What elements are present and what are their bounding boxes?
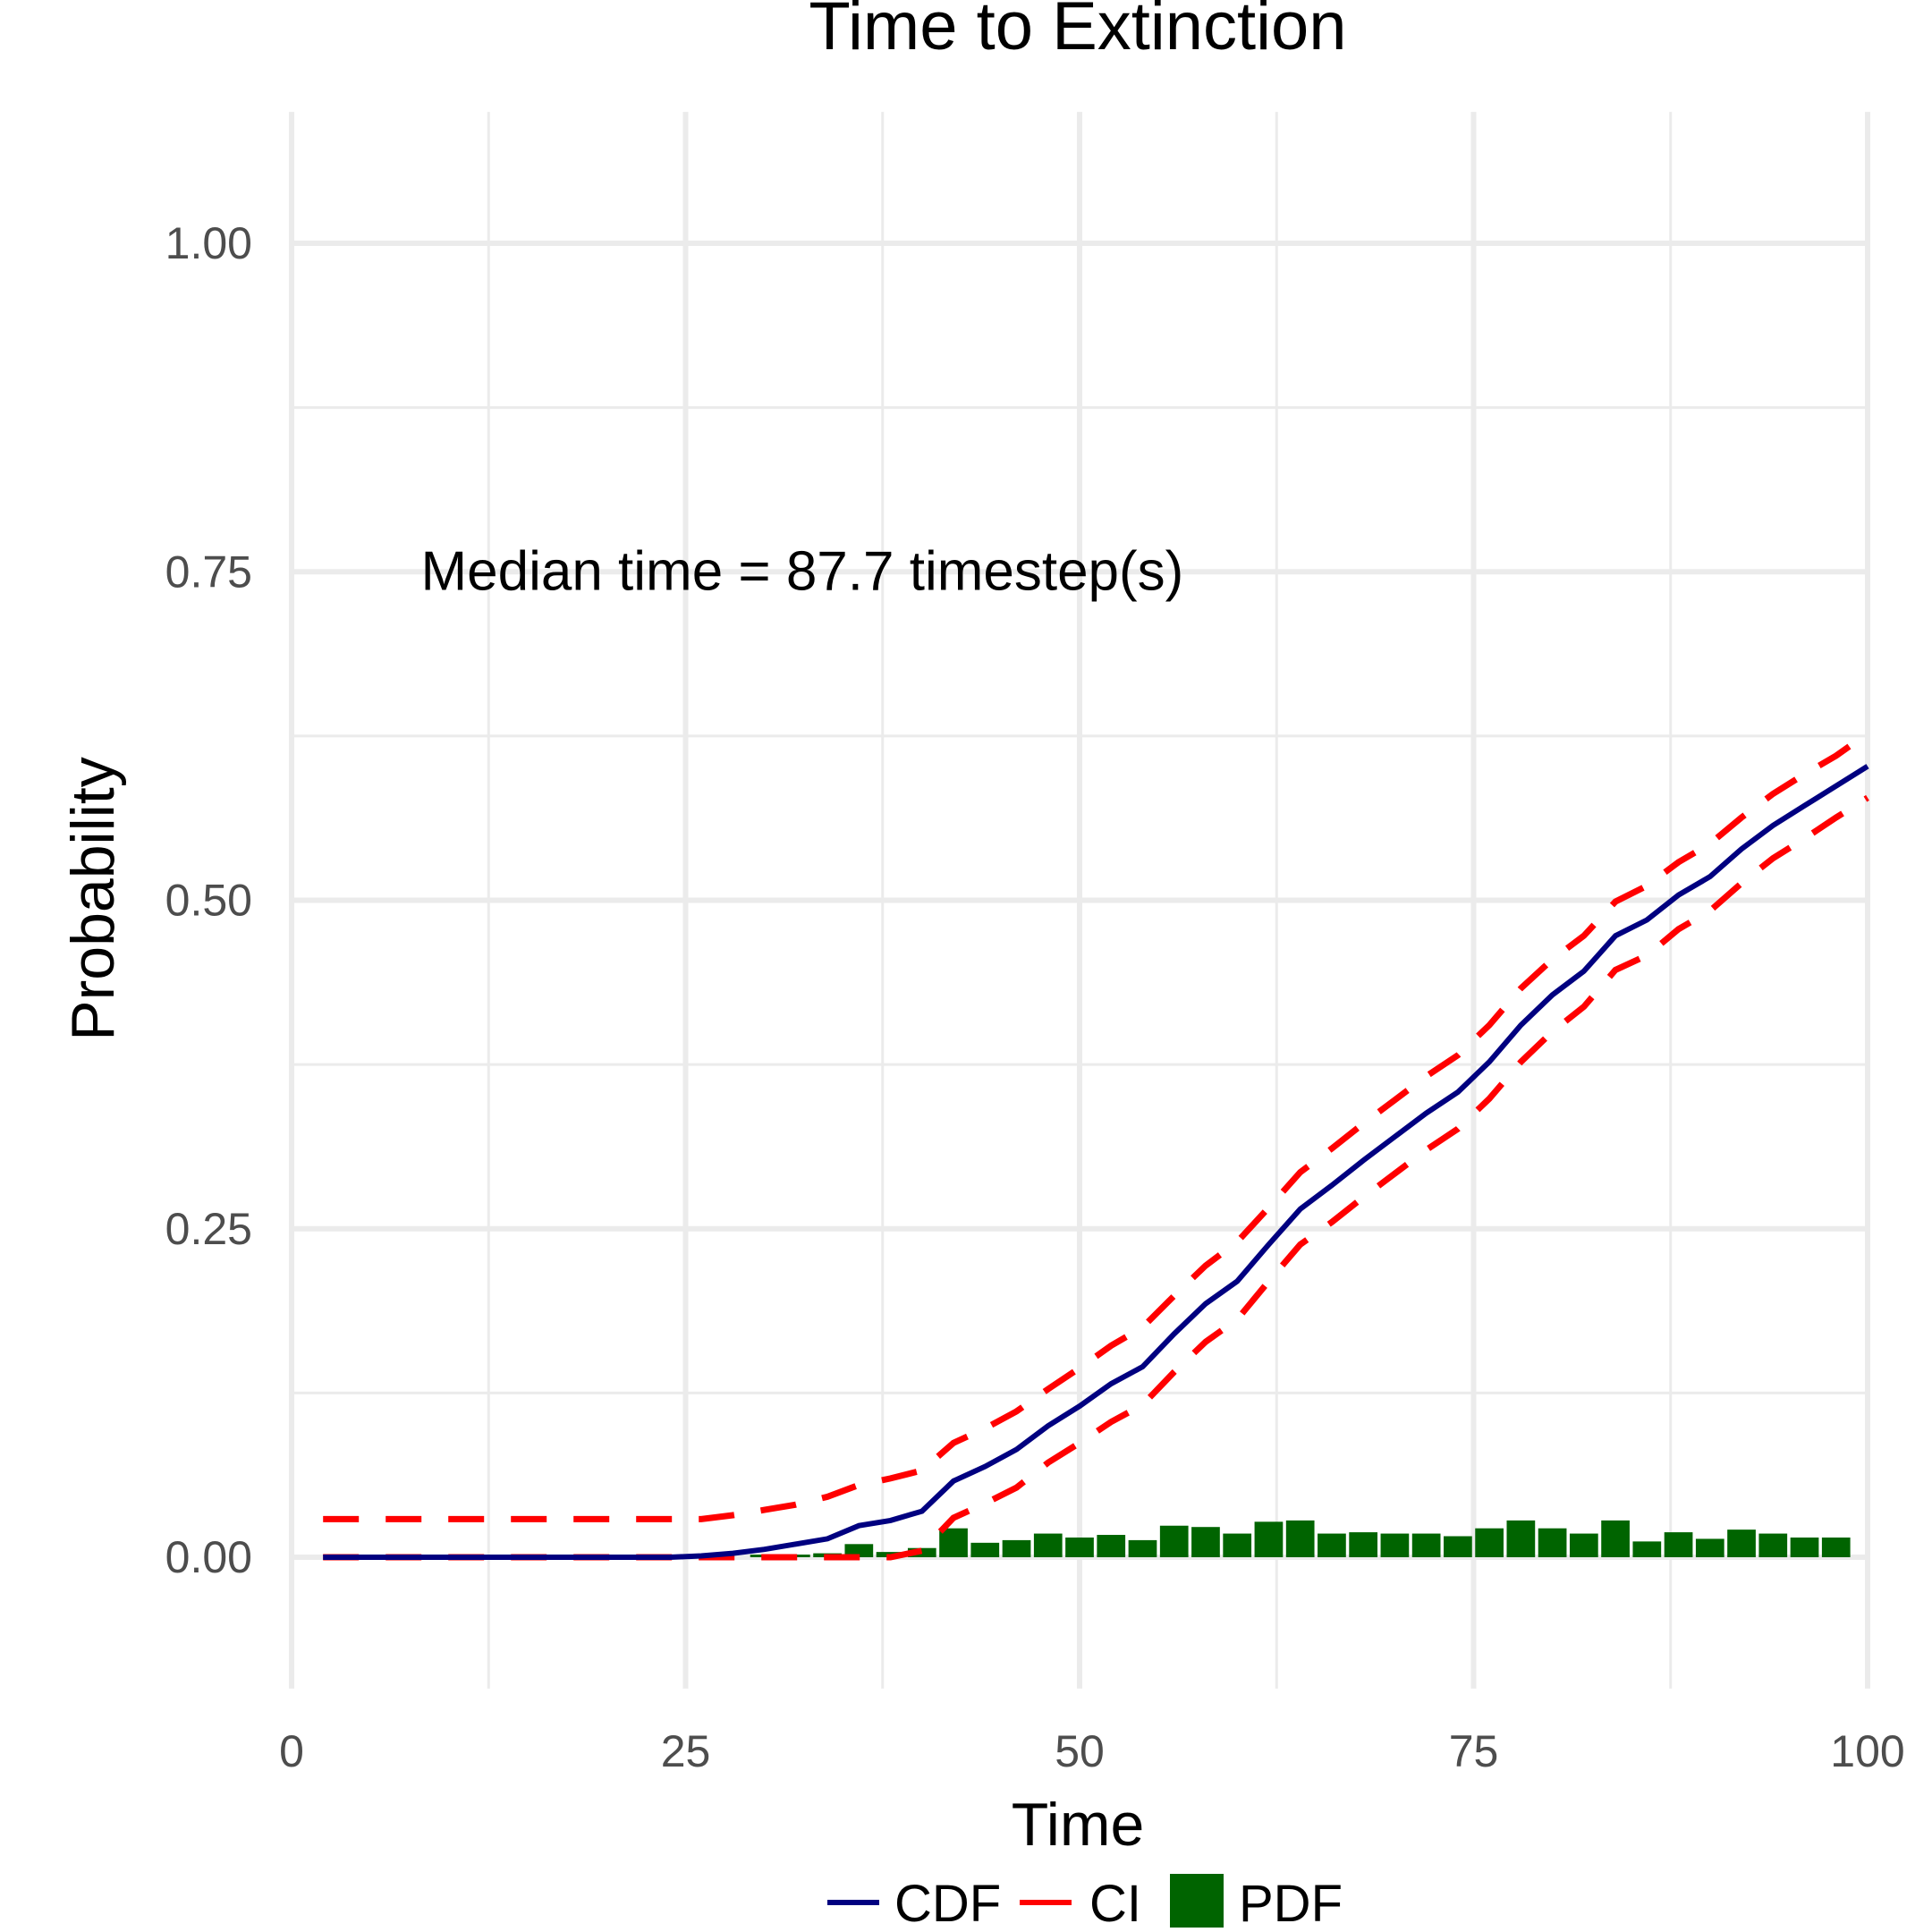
pdf-bar	[1065, 1537, 1094, 1557]
x-axis-title: Time	[1012, 1791, 1145, 1859]
pdf-bar	[1380, 1533, 1410, 1557]
pdf-bar	[939, 1528, 968, 1557]
pdf-bar	[1318, 1533, 1346, 1557]
cdf-line	[323, 764, 1869, 1560]
major-gridlines	[289, 112, 1870, 1689]
pdf-bar	[970, 1542, 1000, 1557]
pdf-bar	[1727, 1530, 1756, 1557]
y-tick-label: 0.00	[165, 1532, 252, 1582]
legend-pdf-label: PDF	[1239, 1875, 1343, 1932]
pdf-bar	[1128, 1539, 1157, 1557]
ci-upper-line	[323, 731, 1870, 1522]
pdf-bar	[1444, 1536, 1472, 1557]
pdf-bar	[1097, 1535, 1126, 1557]
x-tick-label: 25	[661, 1726, 711, 1776]
pdf-bar	[1002, 1539, 1031, 1557]
pdf-bar	[1821, 1537, 1851, 1557]
y-tick-label: 0.75	[165, 547, 252, 597]
legend-ci-label: CI	[1089, 1875, 1141, 1932]
pdf-bar	[1223, 1533, 1252, 1557]
pdf-bar	[1695, 1538, 1724, 1557]
pdf-bar	[1285, 1520, 1315, 1557]
x-tick-label: 50	[1055, 1726, 1105, 1776]
median-annotation: Median time = 87.7 timestep(s)	[420, 540, 1183, 602]
pdf-bar	[1632, 1541, 1662, 1557]
x-tick-label: 0	[279, 1726, 304, 1776]
pdf-bar	[844, 1544, 874, 1557]
pdf-bar	[1601, 1520, 1630, 1557]
x-tick-label: 75	[1449, 1726, 1499, 1776]
chart-title: Time to Extinction	[809, 0, 1346, 64]
series-lines	[323, 731, 1870, 1561]
pdf-bar	[1254, 1521, 1284, 1557]
pdf-bar	[1538, 1528, 1567, 1557]
pdf-bar	[1033, 1533, 1063, 1557]
pdf-bar	[1664, 1532, 1693, 1557]
y-tick-label: 0.25	[165, 1204, 252, 1254]
pdf-bar	[1159, 1525, 1189, 1557]
pdf-bar	[1191, 1527, 1220, 1557]
pdf-bar	[1506, 1520, 1536, 1557]
pdf-bar	[1411, 1533, 1441, 1557]
y-tick-label: 1.00	[165, 218, 252, 268]
pdf-bar	[1758, 1533, 1788, 1557]
legend-cdf-label: CDF	[894, 1875, 1001, 1932]
pdf-bar	[1790, 1537, 1819, 1557]
y-axis-title: Probability	[59, 757, 127, 1041]
pdf-bar	[1569, 1533, 1598, 1557]
pdf-bar	[1475, 1528, 1504, 1557]
legend-pdf-key	[1170, 1874, 1224, 1928]
tick-labels: 0 25 50 75 100 0.00 0.25 0.50 0.75 1.00	[165, 218, 1905, 1776]
pdf-bar	[1349, 1532, 1378, 1557]
x-tick-label: 100	[1830, 1726, 1904, 1776]
legend: CDF CI PDF	[827, 1874, 1343, 1932]
ci-lower-line	[323, 794, 1869, 1561]
pdf-bars	[750, 1520, 1851, 1557]
y-tick-label: 0.50	[165, 876, 252, 926]
